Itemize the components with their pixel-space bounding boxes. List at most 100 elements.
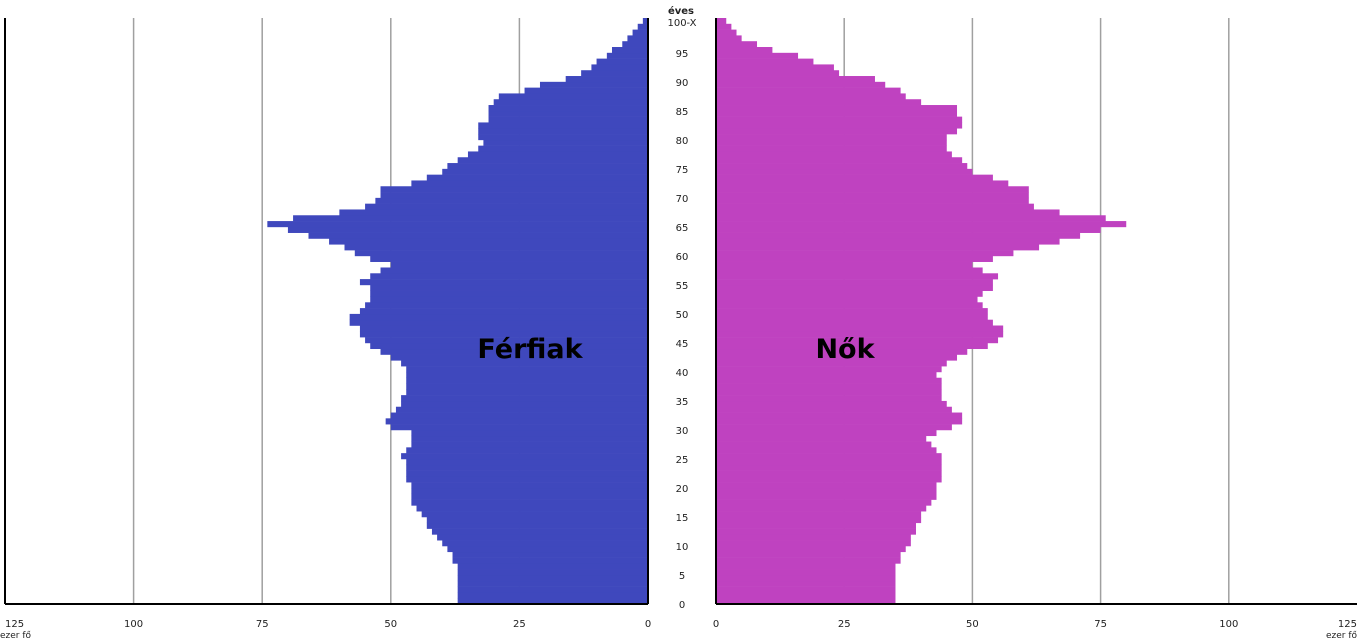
- bar-male: [457, 586, 648, 593]
- bar-male: [359, 331, 648, 338]
- bar-male: [467, 151, 648, 158]
- bar-male: [421, 511, 648, 518]
- bar-male: [267, 221, 648, 228]
- x-tick-label-right: 50: [966, 619, 979, 630]
- age-tick-label: 55: [676, 281, 689, 292]
- age-tick-label: 90: [676, 78, 689, 89]
- bar-male: [442, 168, 648, 175]
- bar-male: [457, 598, 648, 605]
- bar-female: [716, 400, 947, 408]
- bar-male: [596, 58, 648, 65]
- bar-female: [716, 377, 942, 384]
- x-tick-label-right: 0: [713, 619, 719, 630]
- bar-female: [716, 29, 737, 36]
- bar-female: [716, 70, 840, 77]
- bar-female: [716, 151, 952, 158]
- bar-male: [349, 313, 648, 321]
- bar-male: [411, 180, 648, 187]
- bar-female: [716, 273, 999, 280]
- bar-male: [452, 557, 648, 564]
- bar-female: [716, 134, 947, 141]
- bar-male: [406, 377, 648, 384]
- bar-male: [406, 470, 648, 477]
- age-axis-title: éves: [668, 5, 694, 17]
- bar-male: [365, 337, 648, 344]
- bar-female: [716, 366, 942, 373]
- bar-female: [716, 545, 906, 553]
- bar-male: [426, 174, 648, 181]
- age-tick-label: 60: [676, 252, 689, 263]
- bar-male: [524, 87, 648, 94]
- bar-female: [716, 534, 911, 541]
- bar-male: [457, 157, 648, 164]
- bar-female: [716, 429, 937, 437]
- bar-female: [716, 255, 993, 262]
- bar-female: [716, 47, 773, 54]
- bar-male: [431, 528, 648, 535]
- bar-female: [716, 168, 973, 175]
- bar-female: [716, 331, 1004, 338]
- bar-female: [716, 412, 963, 419]
- bar-female: [716, 209, 1060, 216]
- bar-female: [716, 261, 973, 268]
- bar-male: [406, 389, 648, 396]
- bar-male: [308, 232, 648, 239]
- bar-male: [390, 412, 648, 419]
- age-tick-label: 80: [676, 136, 689, 147]
- bar-male: [349, 319, 648, 326]
- age-tick-label: 85: [676, 107, 689, 118]
- age-tick-label: 50: [676, 310, 689, 321]
- bar-male: [370, 296, 648, 303]
- bar-female: [716, 540, 911, 547]
- bar-female: [716, 592, 896, 599]
- unit-label-left: ezer fő: [0, 631, 32, 641]
- bar-male: [447, 545, 648, 553]
- bar-female: [716, 116, 963, 123]
- bar-male: [406, 464, 648, 471]
- bar-male: [478, 134, 648, 141]
- age-tick-label: 65: [676, 223, 689, 234]
- bar-male: [380, 348, 648, 355]
- bar-female: [716, 487, 937, 495]
- bar-female: [716, 522, 916, 529]
- bar-male: [411, 441, 648, 448]
- bar-female: [716, 122, 963, 129]
- bar-female: [716, 371, 937, 379]
- bar-male: [483, 139, 648, 146]
- bar-female: [716, 354, 958, 361]
- bar-male: [426, 522, 648, 529]
- bar-male: [406, 476, 648, 483]
- bar-male: [627, 35, 648, 42]
- bar-male: [478, 145, 648, 152]
- bar-female: [716, 186, 1029, 193]
- bar-female: [716, 476, 942, 483]
- bar-female: [716, 296, 978, 303]
- bar-male: [426, 516, 648, 524]
- bar-male: [370, 342, 648, 350]
- bar-male: [457, 592, 648, 599]
- bar-female: [716, 441, 932, 448]
- bar-female: [716, 325, 1004, 332]
- bar-male: [359, 308, 648, 315]
- bar-female: [716, 284, 993, 291]
- bar-female: [716, 319, 993, 326]
- bar-male: [406, 366, 648, 373]
- bar-male: [478, 122, 648, 129]
- bar-male: [622, 41, 648, 48]
- x-tick-label-left: 125: [5, 619, 24, 630]
- bar-female: [716, 64, 834, 71]
- bar-female: [716, 586, 896, 593]
- x-tick-label-right: 125: [1338, 619, 1357, 630]
- bar-male: [539, 81, 648, 88]
- bar-female: [716, 574, 896, 582]
- axes: [4, 18, 1357, 605]
- bar-female: [716, 81, 886, 88]
- bar-male: [370, 284, 648, 291]
- age-tick-label: 70: [676, 194, 689, 205]
- bar-male: [406, 383, 648, 390]
- bar-female: [716, 453, 942, 460]
- bar-female: [716, 302, 983, 309]
- bar-female: [716, 128, 958, 135]
- bar-male: [380, 267, 648, 274]
